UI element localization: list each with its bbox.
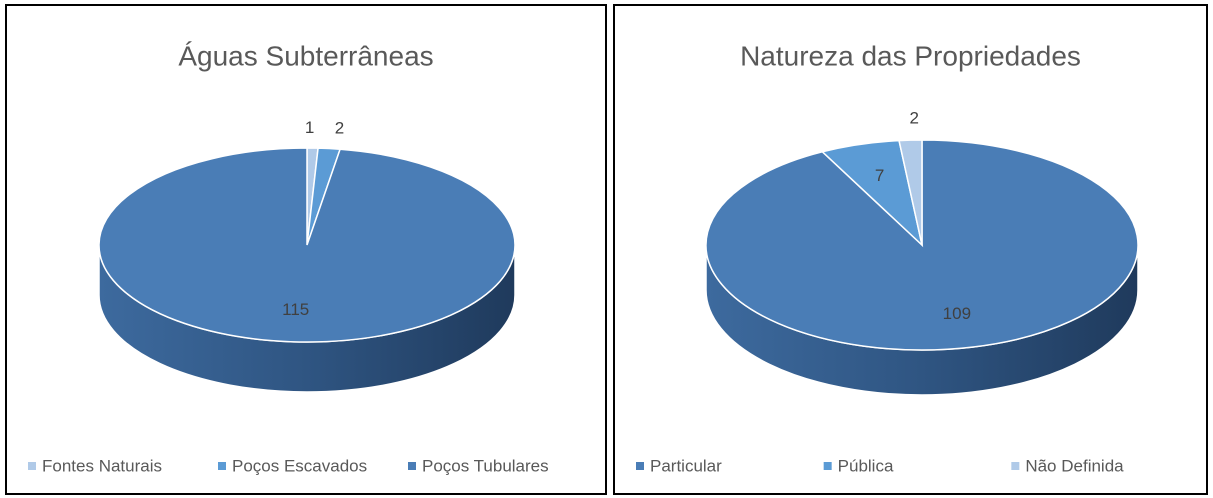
data-label: 115 <box>282 300 309 319</box>
legend-swatch <box>823 462 832 470</box>
pie-slice <box>898 139 923 246</box>
data-label: 1 <box>305 118 314 137</box>
legend-swatch <box>408 462 416 470</box>
chart-title: Natureza das Propriedades <box>740 40 1081 71</box>
pie-slice <box>98 147 516 343</box>
legend-label: Fontes Naturais <box>42 456 162 475</box>
legend-label: Não Definida <box>1025 456 1124 475</box>
data-label: 109 <box>943 304 971 323</box>
chart-title: Águas Subterrâneas <box>178 40 433 71</box>
legend-label: Poços Tubulares <box>422 456 549 475</box>
legend-label: Poços Escavados <box>232 456 367 475</box>
panel <box>613 4 1208 495</box>
legend-label: Particular <box>650 456 722 475</box>
data-label: 2 <box>909 109 918 128</box>
panel <box>5 4 607 495</box>
data-label: 7 <box>875 166 884 185</box>
data-label: 2 <box>335 119 344 138</box>
legend-label: Pública <box>838 456 894 475</box>
legend-swatch <box>28 462 36 470</box>
legend-swatch <box>636 462 644 470</box>
legend-swatch <box>1011 462 1020 470</box>
legend-swatch <box>218 462 226 470</box>
